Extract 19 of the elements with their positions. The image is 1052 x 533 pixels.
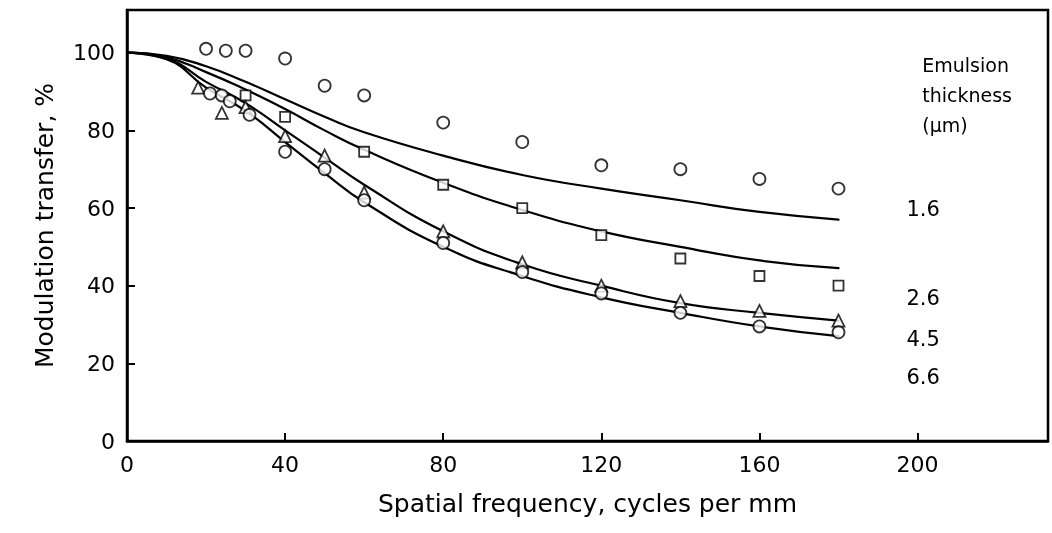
x-axis-title: Spatial frequency, cycles per mm bbox=[377, 489, 798, 518]
text: 6.6 bbox=[906, 365, 940, 390]
y-tick-label: 20 bbox=[87, 350, 115, 376]
x-tick-label: 160 bbox=[738, 451, 781, 477]
text: 1.6 bbox=[906, 196, 940, 221]
y-tick-label: 60 bbox=[87, 195, 115, 221]
y-tick-label: 80 bbox=[87, 117, 115, 143]
x-tick-label: 0 bbox=[120, 451, 134, 477]
x-tick-label: 40 bbox=[271, 451, 300, 477]
y-tick-label: 100 bbox=[73, 40, 115, 66]
y-tick-label: 0 bbox=[101, 428, 115, 454]
text: 4.5 bbox=[906, 326, 940, 351]
x-tick-label: 200 bbox=[896, 451, 939, 477]
x-tick-label: 80 bbox=[429, 451, 458, 477]
legend-title: Emulsion thickness (μm) bbox=[922, 54, 1012, 136]
x-tick-label: 120 bbox=[580, 451, 623, 477]
y-tick-label: 40 bbox=[87, 273, 115, 299]
y-axis-title: Modulation transfer, % bbox=[30, 82, 59, 369]
text: 2.6 bbox=[906, 286, 940, 311]
